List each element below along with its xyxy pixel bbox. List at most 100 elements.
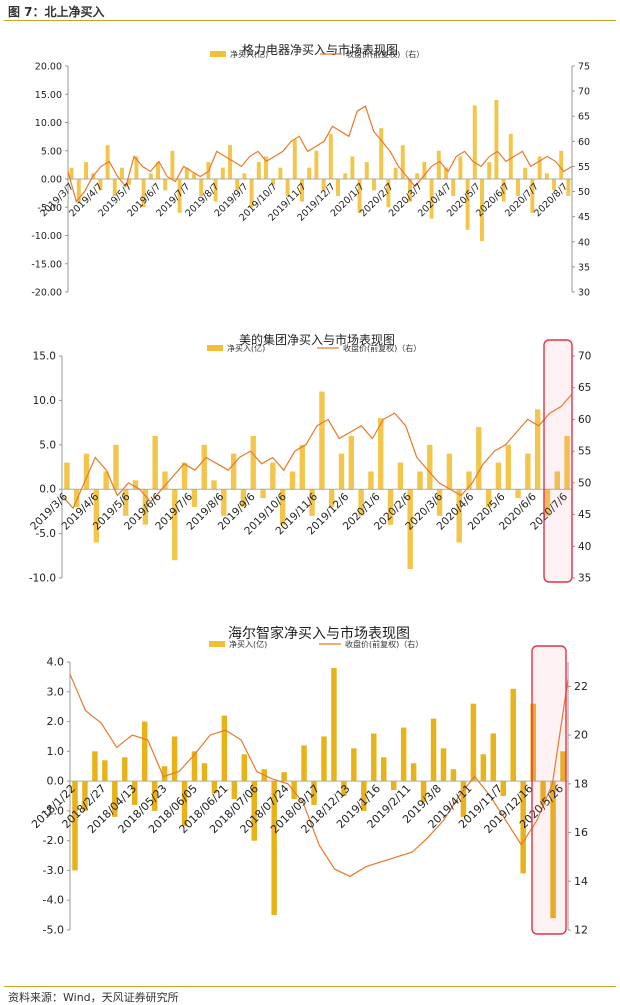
bar xyxy=(420,781,427,802)
bar xyxy=(120,167,124,179)
bar xyxy=(156,162,160,179)
bar xyxy=(199,179,204,196)
bar xyxy=(285,179,290,196)
bar xyxy=(132,480,139,490)
right-tick-label: 50 xyxy=(578,477,591,489)
bar xyxy=(235,179,240,191)
bar xyxy=(364,162,369,179)
bar xyxy=(161,766,168,782)
bar xyxy=(357,179,362,213)
bar xyxy=(256,162,261,179)
bar xyxy=(476,427,482,490)
bar xyxy=(494,99,499,179)
bar xyxy=(485,489,492,507)
left-tick-label: 5.0 xyxy=(39,439,56,451)
bar xyxy=(181,781,188,826)
bar xyxy=(328,133,333,179)
left-tick-label: -1.0 xyxy=(43,804,64,817)
price-line xyxy=(61,393,573,510)
left-tick-label: 15.00 xyxy=(35,90,62,101)
bar xyxy=(350,156,355,179)
bar xyxy=(69,167,74,179)
bar xyxy=(544,173,549,179)
bar xyxy=(123,489,129,516)
left-tick-label: -5.0 xyxy=(43,924,64,937)
bar xyxy=(378,418,384,490)
bar xyxy=(534,409,541,490)
bar xyxy=(93,489,100,543)
bar xyxy=(151,781,158,811)
right-tick-label: 16 xyxy=(574,826,588,839)
top-divider xyxy=(4,20,616,21)
bar xyxy=(213,179,218,202)
left-tick-label: -5.0 xyxy=(36,528,57,540)
bar xyxy=(279,489,286,525)
bar xyxy=(64,462,70,490)
bar xyxy=(417,471,423,490)
bar xyxy=(112,781,118,817)
bar xyxy=(228,145,232,179)
right-tick-label: 75 xyxy=(578,62,590,73)
bar xyxy=(520,781,526,874)
left-tick-label: -20.00 xyxy=(31,288,62,299)
bar xyxy=(319,391,325,490)
bar xyxy=(470,703,477,782)
bar xyxy=(163,179,168,191)
legend-bar-swatch xyxy=(209,641,225,647)
left-tick-label: -4.0 xyxy=(43,894,64,907)
legend-bar-label: 净买入(亿) xyxy=(230,49,268,59)
bar xyxy=(83,453,90,490)
source-note: 资料来源：Wind，天风证券研究所 xyxy=(8,991,179,1004)
right-tick-label: 35 xyxy=(578,262,590,273)
bar xyxy=(515,489,521,499)
price-line xyxy=(67,105,573,203)
left-tick-label: 10.0 xyxy=(33,395,56,407)
highlight-box xyxy=(531,645,567,935)
bar xyxy=(250,435,256,490)
bar xyxy=(142,489,149,525)
bar xyxy=(381,757,387,782)
bar xyxy=(171,736,178,782)
left-tick-label: 20.00 xyxy=(35,62,62,73)
right-tick-label: 65 xyxy=(578,112,590,123)
bar xyxy=(379,128,384,179)
bar xyxy=(82,781,88,811)
bar xyxy=(510,688,516,782)
bar xyxy=(407,489,413,570)
bar xyxy=(201,763,208,782)
bar xyxy=(490,733,497,782)
chart-title: 海尔智家净买入与市场表现图 xyxy=(228,625,410,642)
right-tick-label: 35 xyxy=(578,573,591,585)
bar xyxy=(343,173,348,179)
bar xyxy=(292,139,297,179)
bar xyxy=(132,781,138,805)
bar xyxy=(162,471,168,490)
bottom-divider xyxy=(4,986,616,987)
bar xyxy=(152,435,158,490)
bar xyxy=(329,489,335,507)
bar xyxy=(113,444,119,490)
bar xyxy=(501,179,506,202)
figure-caption: 图 7：北上净买入 xyxy=(8,5,105,19)
bar xyxy=(427,444,433,490)
bar xyxy=(466,471,472,490)
left-tick-label: 5.00 xyxy=(41,146,62,157)
left-tick-label: 15.0 xyxy=(33,351,56,363)
bar xyxy=(271,179,276,185)
bar xyxy=(338,453,345,490)
right-tick-label: 70 xyxy=(578,351,591,363)
bar xyxy=(242,173,247,179)
right-tick-label: 55 xyxy=(578,446,591,458)
bar xyxy=(211,480,217,490)
bar xyxy=(505,444,511,490)
bar xyxy=(372,179,376,191)
bar xyxy=(84,162,88,179)
bar xyxy=(393,167,398,179)
right-tick-label: 20 xyxy=(574,729,588,742)
bar xyxy=(230,453,237,490)
bar xyxy=(400,727,407,782)
left-tick-label: -15.00 xyxy=(31,259,62,270)
bar xyxy=(172,489,178,561)
